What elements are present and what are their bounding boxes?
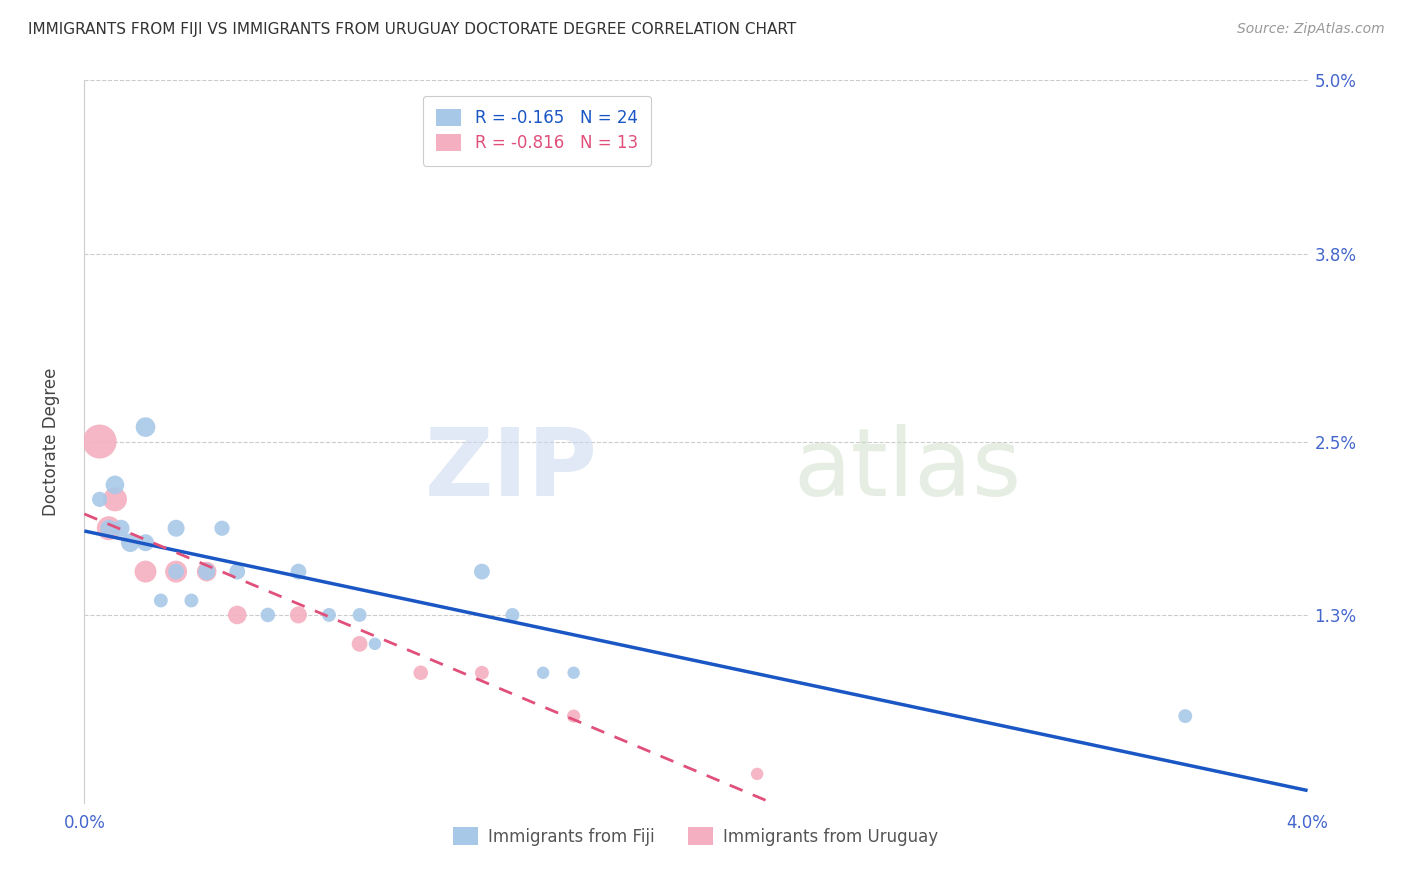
Point bbox=[531, 665, 554, 680]
Point bbox=[211, 521, 233, 535]
Point bbox=[502, 607, 524, 622]
Point bbox=[287, 565, 309, 579]
Point bbox=[104, 478, 127, 492]
Point bbox=[89, 434, 111, 449]
Point bbox=[747, 767, 769, 781]
Point bbox=[135, 565, 157, 579]
Point bbox=[165, 565, 187, 579]
Point bbox=[562, 709, 585, 723]
Point bbox=[562, 665, 585, 680]
Point bbox=[180, 593, 202, 607]
Text: atlas: atlas bbox=[794, 425, 1022, 516]
Text: IMMIGRANTS FROM FIJI VS IMMIGRANTS FROM URUGUAY DOCTORATE DEGREE CORRELATION CHA: IMMIGRANTS FROM FIJI VS IMMIGRANTS FROM … bbox=[28, 22, 796, 37]
Point bbox=[149, 593, 172, 607]
Point bbox=[195, 565, 218, 579]
Point bbox=[349, 607, 371, 622]
Y-axis label: Doctorate Degree: Doctorate Degree bbox=[42, 368, 60, 516]
Point bbox=[226, 607, 249, 622]
Point bbox=[135, 420, 157, 434]
Point bbox=[1174, 709, 1197, 723]
Point bbox=[257, 607, 280, 622]
Point bbox=[165, 521, 187, 535]
Text: ZIP: ZIP bbox=[425, 425, 598, 516]
Point bbox=[120, 535, 142, 549]
Text: Source: ZipAtlas.com: Source: ZipAtlas.com bbox=[1237, 22, 1385, 37]
Point bbox=[89, 492, 111, 507]
Point bbox=[97, 521, 120, 535]
Point bbox=[226, 565, 249, 579]
Point bbox=[471, 665, 494, 680]
Point bbox=[471, 565, 494, 579]
Point bbox=[97, 521, 120, 535]
Point bbox=[165, 565, 187, 579]
Point bbox=[195, 565, 218, 579]
Point bbox=[364, 637, 387, 651]
Point bbox=[287, 607, 309, 622]
Point bbox=[409, 665, 432, 680]
Point bbox=[135, 535, 157, 549]
Legend: Immigrants from Fiji, Immigrants from Uruguay: Immigrants from Fiji, Immigrants from Ur… bbox=[447, 821, 945, 852]
Point bbox=[110, 521, 132, 535]
Point bbox=[349, 637, 371, 651]
Point bbox=[104, 492, 127, 507]
Point bbox=[318, 607, 340, 622]
